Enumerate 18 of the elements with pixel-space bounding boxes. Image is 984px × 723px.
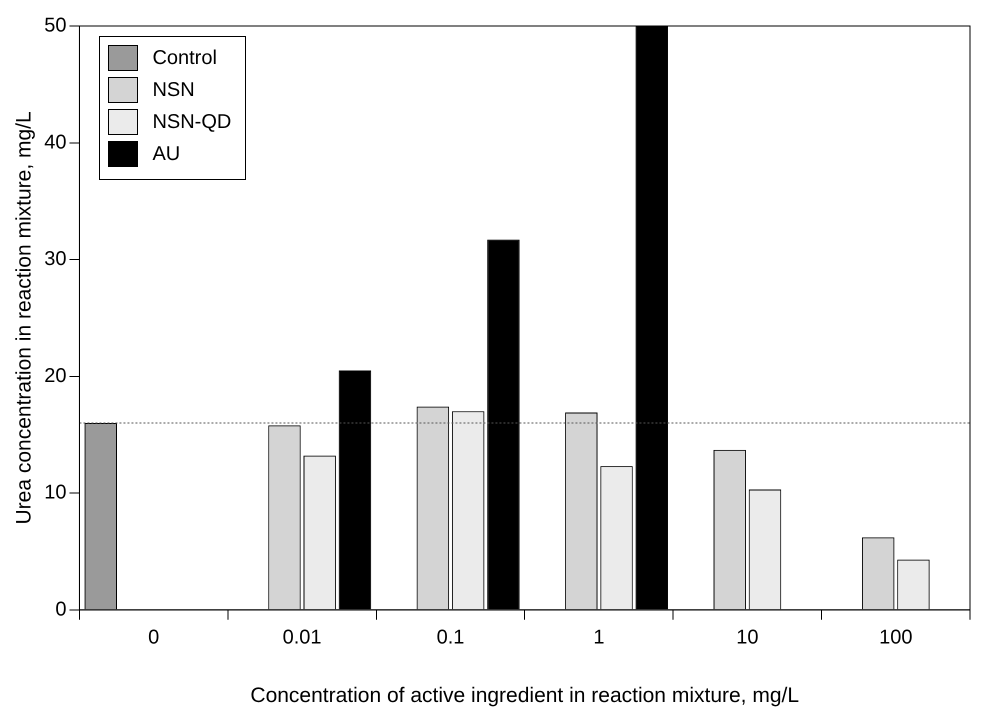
x-tick-label: 100 bbox=[879, 626, 912, 648]
x-tick-label: 0 bbox=[148, 626, 160, 648]
legend-label: AU bbox=[152, 142, 180, 166]
y-tick-label: 0 bbox=[55, 598, 66, 620]
x-tick-label: 0.1 bbox=[436, 626, 464, 648]
legend-label: NSN bbox=[152, 78, 195, 102]
legend-label: Control bbox=[152, 46, 217, 70]
y-tick-label: 10 bbox=[44, 482, 66, 504]
y-tick-label: 50 bbox=[44, 14, 66, 37]
x-tick-label: 0.01 bbox=[282, 626, 322, 648]
x-tick-label: 1 bbox=[593, 626, 604, 648]
y-tick-label: 20 bbox=[44, 364, 66, 387]
y-tick-label: 30 bbox=[44, 248, 66, 270]
y-axis-title: Urea concentration in reaction mixture, mg/L bbox=[12, 111, 36, 524]
y-tick-label: 40 bbox=[44, 131, 66, 154]
x-axis-title: Concentration of active ingredient in reaction mixture, mg/L bbox=[250, 684, 800, 708]
legend-label: NSN-QD bbox=[152, 110, 232, 134]
x-tick-label: 10 bbox=[736, 626, 758, 648]
